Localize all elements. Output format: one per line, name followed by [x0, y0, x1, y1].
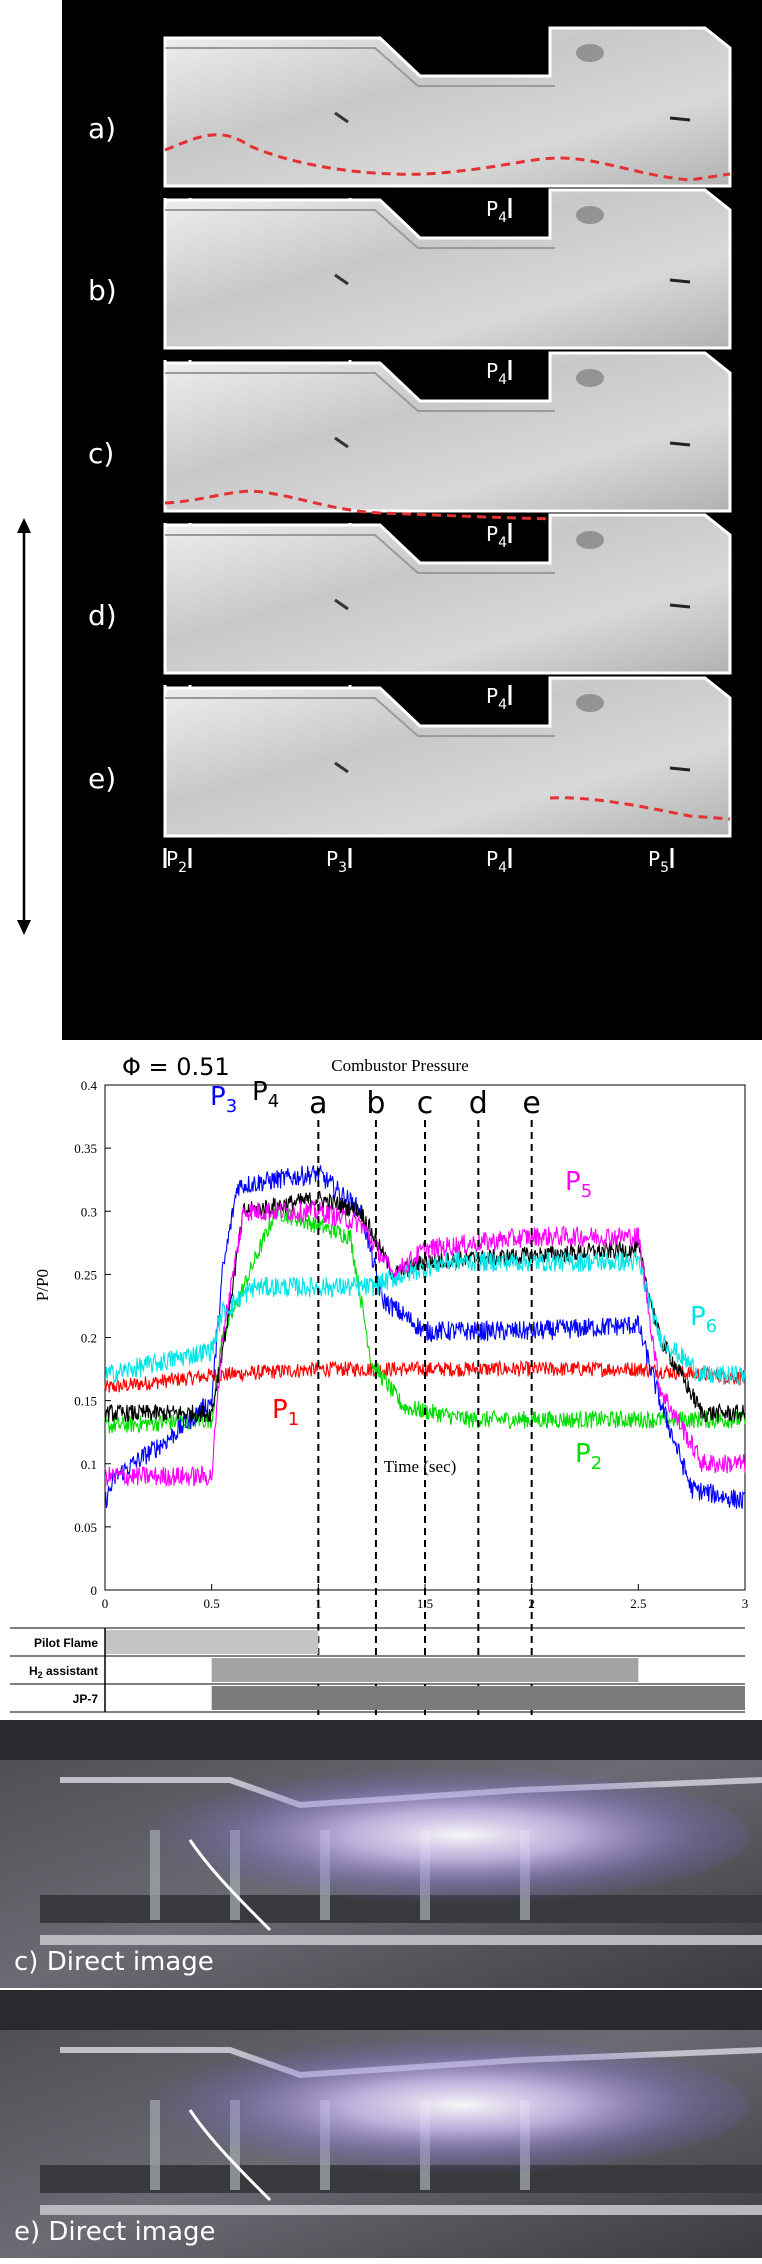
flame-front-line	[549, 796, 731, 821]
x-tick-label: 0	[102, 1596, 109, 1611]
combustor-duct	[163, 351, 732, 513]
x-tick-label: 2.5	[630, 1596, 646, 1611]
support-strut	[150, 2100, 160, 2190]
injector-mark	[669, 441, 691, 447]
probe-label: P4	[486, 522, 507, 551]
combustor-duct	[163, 26, 732, 188]
y-tick-label: 0	[91, 1583, 98, 1598]
series-label-p4: P4	[252, 1077, 279, 1112]
injector-mark	[669, 116, 691, 122]
top-rail	[0, 1990, 762, 2030]
injector-mark	[669, 766, 691, 772]
event-marker-label: d	[469, 1086, 488, 1121]
probe-label: P4	[486, 359, 507, 388]
y-tick-label: 0.05	[74, 1520, 97, 1535]
y-tick-label: 0.4	[81, 1078, 98, 1093]
series-line-p2	[104, 1203, 746, 1434]
panel-label: c)	[88, 437, 114, 470]
igniter-wire	[188, 2109, 272, 2202]
probe-label: P3	[326, 847, 347, 876]
combustor-duct	[163, 513, 732, 675]
series-label-p1: P1	[272, 1395, 299, 1430]
panel-label: b)	[88, 274, 117, 307]
panel-label: e)	[88, 762, 116, 795]
photo-caption: e) Direct image	[14, 2217, 216, 2247]
top-rail	[0, 1720, 762, 1760]
timeline-bar	[211, 1686, 745, 1710]
y-tick-label: 0.15	[74, 1394, 97, 1409]
panel-label: d)	[88, 599, 117, 632]
panel-label: a)	[88, 112, 116, 145]
direct-image: e) Direct image	[0, 1990, 762, 2258]
injector-mark	[334, 598, 349, 611]
duct-wall-shadow	[165, 697, 555, 737]
x-axis-label: Time (sec)	[384, 1457, 457, 1476]
injector-mark	[334, 436, 349, 449]
series-line-p4	[104, 1190, 746, 1424]
y-tick-label: 0.25	[74, 1267, 97, 1282]
timeline-bar	[211, 1658, 639, 1682]
y-tick-label: 0.35	[74, 1141, 97, 1156]
combustor-duct	[163, 188, 732, 350]
probe-label: P4	[486, 684, 507, 713]
timeline-bar	[105, 1630, 319, 1654]
double-arrow	[17, 518, 31, 935]
direct-images-group: c) Direct image e) Direct image	[0, 1720, 762, 2258]
event-marker-label: c	[417, 1086, 434, 1121]
cavity-feature	[576, 369, 604, 387]
probe-label: P5	[648, 847, 669, 876]
event-marker-label: b	[366, 1086, 385, 1121]
duct-wall-shadow	[165, 534, 555, 574]
y-axis-label: P/P0	[33, 1269, 52, 1301]
y-tick-label: 0.1	[81, 1457, 97, 1472]
bottom-rail-highlight	[40, 2205, 762, 2215]
y-tick-label: 0.2	[81, 1331, 97, 1346]
series-label-p6: P6	[690, 1302, 717, 1337]
event-marker-label: e	[522, 1086, 540, 1121]
cavity-feature	[576, 206, 604, 224]
series-label-p5: P5	[565, 1167, 592, 1202]
pressure-chart: Φ = 0.51 Combustor Pressure P/P0 Time (s…	[10, 1053, 748, 1720]
duct-wall-shadow	[165, 372, 555, 412]
flame-glow	[110, 2035, 750, 2175]
series-label-p3: P3	[210, 1082, 237, 1117]
phi-label: Φ = 0.51	[122, 1053, 230, 1081]
duct-wall-shadow	[165, 47, 555, 87]
duct-wall-shadow	[165, 209, 555, 249]
timeline-label: Pilot Flame	[34, 1636, 98, 1650]
injector-mark	[334, 273, 349, 286]
cavity-feature	[576, 44, 604, 62]
injector-mark	[669, 278, 691, 284]
timeline-label: H2 assistant	[29, 1664, 98, 1680]
schlieren-panel-group: a)P2P3P4P5b)P2P3P4P5c)P2P3P4P5d)P2P3P4P5…	[17, 0, 762, 1040]
direct-image: c) Direct image	[0, 1720, 762, 1988]
flame-front-line	[164, 133, 731, 182]
y-tick-label: 0.3	[81, 1204, 97, 1219]
event-marker-label: a	[309, 1086, 327, 1121]
bottom-rail-highlight	[40, 1935, 762, 1945]
timeline-label: JP-7	[73, 1692, 99, 1706]
injector-mark	[669, 603, 691, 609]
photo-caption: c) Direct image	[14, 1947, 214, 1977]
chart-title: Combustor Pressure	[331, 1056, 468, 1075]
cavity-feature	[576, 531, 604, 549]
injector-mark	[334, 761, 349, 774]
probe-label: P4	[486, 847, 507, 876]
cavity-feature	[576, 694, 604, 712]
series-label-p2: P2	[575, 1439, 602, 1474]
x-tick-label: 0.5	[204, 1596, 220, 1611]
probe-label: P4	[486, 197, 507, 226]
schlieren-image: e) P2 P3 P4 P5	[88, 676, 732, 876]
x-tick-label: 3	[742, 1596, 749, 1611]
igniter-wire	[188, 1839, 272, 1932]
flame-glow	[110, 1765, 750, 1905]
injector-mark	[334, 111, 349, 124]
combustor-duct	[163, 676, 732, 838]
probe-label: P2	[166, 847, 187, 876]
support-strut	[150, 1830, 160, 1920]
